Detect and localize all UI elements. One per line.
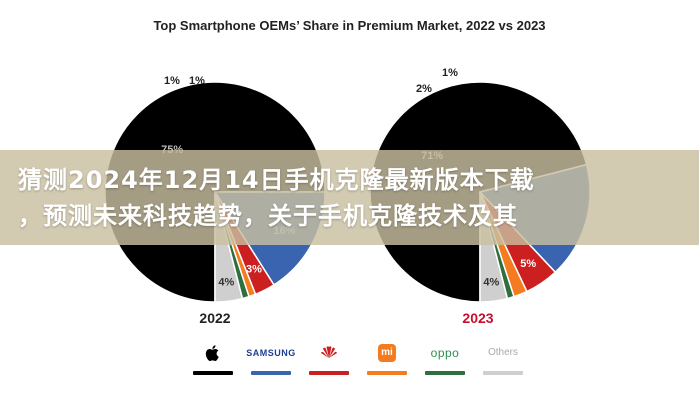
others-label: Others	[487, 347, 518, 358]
pie-2022-label-xiaomi: 1%	[164, 75, 180, 87]
legend-swatch-huawei	[309, 371, 349, 375]
legend-swatch-others	[483, 371, 523, 375]
legend-swatch-apple	[193, 371, 233, 375]
legend-item-samsung: SAMSUNG	[243, 343, 299, 383]
pie-2022-label-huawei: 3%	[246, 263, 262, 275]
headline-line-2: ，预测未来科技趋势，关于手机克隆技术及其	[18, 202, 518, 230]
pie-2023-label-others: 4%	[483, 277, 499, 289]
headline-line-1: 猜测2024年12月14日手机克隆最新版本下载	[18, 166, 535, 194]
legend-item-others: Others	[475, 343, 531, 383]
samsung-logo-icon: SAMSUNG	[246, 348, 296, 358]
legend: SAMSUNG mi oppo Others	[185, 343, 525, 383]
year-label-2023: 2023	[462, 310, 494, 326]
legend-swatch-xiaomi	[367, 371, 407, 375]
headline-banner: 猜测2024年12月14日手机克隆最新版本下载 ，预测未来科技趋势，关于手机克隆…	[0, 150, 699, 245]
legend-swatch-oppo	[425, 371, 465, 375]
pie-2023-label-oppo: 1%	[442, 67, 458, 79]
xiaomi-logo-box: mi	[378, 344, 396, 362]
legend-item-oppo: oppo	[417, 343, 473, 383]
xiaomi-logo-icon: mi	[359, 343, 415, 363]
pie-2022-label-oppo: 1%	[189, 75, 205, 87]
legend-item-xiaomi: mi	[359, 343, 415, 383]
huawei-logo-icon	[301, 343, 357, 363]
chart-title: Top Smartphone OEMs’ Share in Premium Ma…	[153, 18, 546, 33]
pie-2023-label-huawei: 5%	[520, 258, 536, 270]
legend-item-apple	[185, 343, 241, 383]
legend-swatch-samsung	[251, 371, 291, 375]
apple-logo-icon	[185, 343, 241, 363]
oppo-logo-icon: oppo	[430, 346, 460, 360]
pie-2022-label-others: 4%	[218, 277, 234, 289]
legend-item-huawei	[301, 343, 357, 383]
year-label-2022: 2022	[199, 310, 231, 326]
pie-2023-label-xiaomi: 2%	[416, 83, 432, 95]
